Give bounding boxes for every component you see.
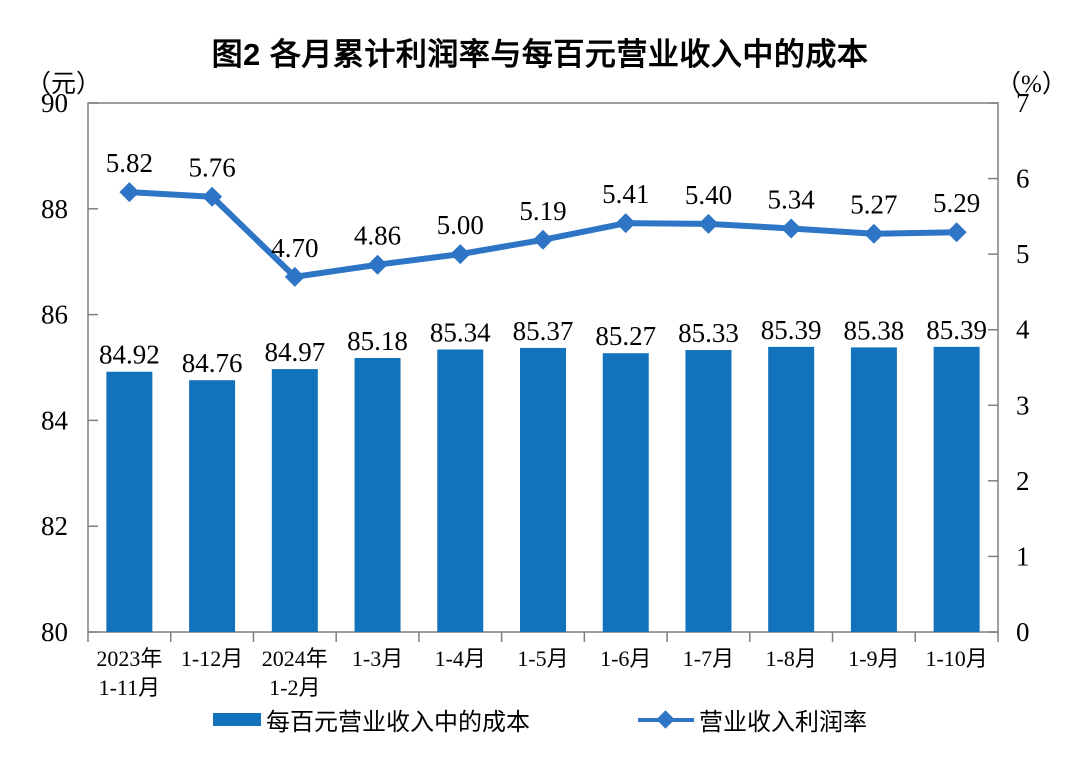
line-marker-diamond-icon [119, 182, 140, 203]
right-axis-tick-label: 7 [1016, 88, 1030, 118]
diamond-marker-icon [656, 709, 675, 729]
legend-item-profit: 营业收入利润率 [638, 702, 867, 737]
line-value-label: 5.41 [602, 179, 649, 209]
x-axis-label: 1-4月 [435, 646, 486, 671]
legend: 每百元营业收入中的成本 营业收入利润率 [0, 702, 1080, 737]
x-axis-label: 1-11月 [99, 675, 161, 700]
right-axis-tick-label: 6 [1016, 164, 1030, 194]
right-axis-unit-label: （%） [996, 71, 1067, 98]
x-axis-label: 1-6月 [600, 646, 651, 671]
bar [354, 357, 401, 632]
x-axis-label: 2023年 [96, 646, 162, 671]
line-value-label: 5.00 [437, 210, 484, 240]
line-marker-diamond-icon [533, 229, 553, 250]
bar [437, 349, 484, 632]
bar [106, 371, 153, 632]
bar-value-label: 85.18 [347, 326, 408, 356]
line-marker-diamond-icon [284, 266, 305, 287]
line-value-label: 5.27 [850, 190, 897, 220]
x-axis-label: 2024年 [262, 646, 328, 671]
x-axis-label: 1-5月 [517, 646, 568, 671]
bar [271, 369, 318, 632]
right-axis-tick-label: 0 [1016, 617, 1030, 647]
line-value-label: 4.86 [354, 221, 401, 251]
x-axis-label: 1-3月 [352, 646, 403, 671]
line-marker-diamond-icon [781, 218, 802, 239]
left-axis-tick-label: 88 [41, 194, 68, 224]
bar-value-label: 84.76 [182, 348, 243, 378]
right-axis-tick-label: 5 [1016, 239, 1030, 269]
chart-title: 图2 各月累计利润率与每百元营业收入中的成本 [211, 37, 869, 72]
right-axis-tick-label: 4 [1016, 315, 1030, 345]
bar [768, 346, 815, 632]
legend-label-profit: 营业收入利润率 [699, 710, 867, 736]
line-value-label: 5.34 [768, 184, 816, 214]
line-marker-diamond-icon [698, 213, 719, 234]
line-marker-diamond-icon [202, 186, 223, 207]
bar [685, 350, 732, 632]
x-axis-label: 1-8月 [766, 646, 817, 671]
line-marker-diamond-icon [450, 244, 471, 265]
bar [933, 346, 980, 632]
bar-value-label: 85.39 [761, 315, 822, 345]
bar [520, 347, 566, 632]
line-value-label: 4.70 [271, 233, 318, 263]
line-marker-diamond-icon [367, 254, 388, 275]
line-marker-diamond-icon [946, 222, 967, 243]
bar-value-label: 85.33 [678, 318, 739, 348]
left-axis-unit-label: （元） [26, 71, 102, 98]
left-axis-tick-label: 90 [41, 88, 68, 118]
line-value-label: 5.19 [519, 196, 566, 226]
line-marker-diamond-icon [863, 223, 884, 244]
line-value-label: 5.76 [188, 153, 235, 183]
left-axis-tick-label: 84 [41, 405, 69, 435]
line-value-label: 5.29 [933, 188, 980, 218]
line-marker-diamond-icon [615, 213, 636, 234]
bar-value-label: 84.92 [99, 340, 160, 370]
bar [602, 353, 649, 632]
bar [850, 347, 897, 632]
left-axis-tick-label: 80 [41, 617, 68, 647]
line-series-swatch-icon [638, 709, 694, 729]
line-value-label: 5.40 [685, 180, 732, 210]
x-axis-label: 1-7月 [683, 646, 734, 671]
left-axis-tick-label: 86 [41, 300, 68, 330]
bar [189, 380, 236, 632]
right-axis-tick-label: 3 [1016, 390, 1030, 420]
bar-value-label: 84.97 [264, 337, 325, 367]
left-axis-tick-label: 82 [41, 511, 68, 541]
x-axis-label: 1-10月 [925, 646, 987, 671]
bar-value-label: 85.34 [430, 318, 491, 348]
right-axis-tick-label: 1 [1016, 541, 1030, 571]
legend-item-cost: 每百元营业收入中的成本 [213, 702, 530, 737]
bar-value-label: 85.37 [513, 316, 574, 346]
x-axis-label: 1-9月 [848, 646, 899, 671]
bar-value-label: 85.27 [595, 321, 656, 351]
bar-value-label: 85.38 [844, 315, 905, 345]
x-axis-label: 1-2月 [269, 675, 320, 700]
x-axis-label: 1-12月 [181, 646, 243, 671]
right-axis-tick-label: 2 [1016, 466, 1030, 496]
bar-series-swatch-icon [213, 713, 261, 726]
legend-label-cost: 每百元营业收入中的成本 [266, 710, 530, 736]
line-value-label: 5.82 [106, 148, 153, 178]
bar-value-label: 85.39 [926, 315, 987, 345]
